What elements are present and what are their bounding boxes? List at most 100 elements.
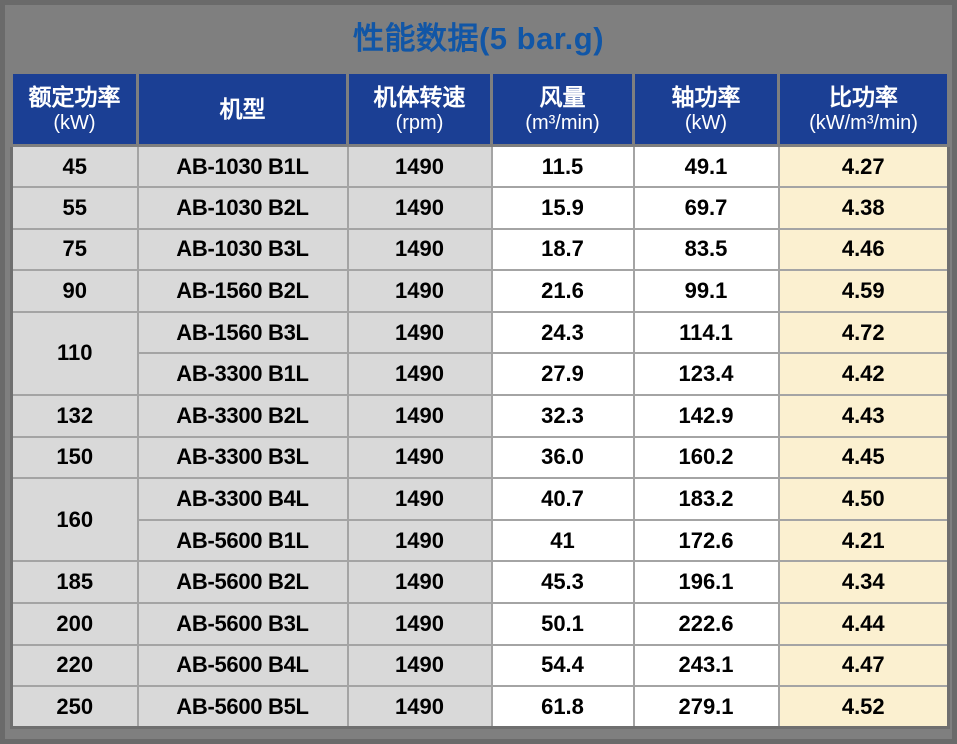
rated-power-cell: 150 bbox=[10, 435, 139, 480]
model-cell: AB-1560 B3L bbox=[136, 310, 349, 355]
table-row: AB-3300 B1L 1490 27.9 123.4 4.42 bbox=[12, 352, 950, 397]
airflow-cell: 54.4 bbox=[490, 643, 635, 688]
header-rated-power-label: 额定功率 bbox=[28, 84, 121, 111]
shaft-power-cell: 83.5 bbox=[632, 227, 780, 272]
table-row: 220 AB-5600 B4L 1490 54.4 243.1 4.47 bbox=[10, 643, 950, 688]
header-specific-power-unit: (kW/m³/min) bbox=[809, 111, 918, 134]
speed-cell: 1490 bbox=[346, 602, 493, 646]
shaft-power-cell: 114.1 bbox=[632, 310, 780, 355]
specific-power-cell: 4.38 bbox=[777, 186, 950, 230]
specific-power-cell: 4.59 bbox=[777, 269, 950, 313]
table-row: 110 AB-1560 B3L 1490 24.3 114.1 4.72 bbox=[10, 310, 950, 397]
specific-power-cell: 4.34 bbox=[777, 560, 950, 605]
speed-cell: 1490 bbox=[346, 186, 493, 230]
rated-power-cell-merged: 160 bbox=[10, 477, 139, 563]
model-cell: AB-5600 B2L bbox=[136, 560, 349, 605]
table-row: 90 AB-1560 B2L 1490 21.6 99.1 4.59 bbox=[10, 269, 950, 313]
model-cell: AB-1030 B1L bbox=[136, 144, 349, 189]
airflow-cell: 50.1 bbox=[490, 602, 635, 646]
airflow-cell: 61.8 bbox=[490, 685, 635, 729]
airflow-cell: 41 bbox=[490, 518, 635, 563]
header-specific-power: 比功率 (kW/m³/min) bbox=[777, 71, 950, 147]
rated-power-cell: 132 bbox=[10, 394, 139, 438]
table-row: 55 AB-1030 B2L 1490 15.9 69.7 4.38 bbox=[10, 186, 950, 230]
shaft-power-cell: 160.2 bbox=[632, 435, 780, 480]
model-cell: AB-1030 B2L bbox=[136, 186, 349, 230]
airflow-cell: 45.3 bbox=[490, 560, 635, 605]
header-shaft-power-label: 轴功率 bbox=[671, 84, 741, 111]
speed-cell: 1490 bbox=[346, 227, 493, 272]
specific-power-cell: 4.46 bbox=[777, 227, 950, 272]
airflow-cell: 27.9 bbox=[490, 352, 635, 397]
speed-cell: 1490 bbox=[346, 144, 493, 189]
header-airflow-label: 风量 bbox=[539, 84, 586, 111]
shaft-power-cell: 49.1 bbox=[632, 144, 780, 189]
speed-cell: 1490 bbox=[346, 477, 493, 521]
model-cell: AB-3300 B4L bbox=[136, 477, 349, 521]
header-model-label: 机型 bbox=[219, 95, 266, 122]
table-row: 200 AB-5600 B3L 1490 50.1 222.6 4.44 bbox=[10, 602, 950, 646]
rated-power-cell: 75 bbox=[10, 227, 139, 272]
specific-power-cell: 4.21 bbox=[777, 518, 950, 563]
specific-power-cell: 4.43 bbox=[777, 394, 950, 438]
header-speed-unit: (rpm) bbox=[395, 111, 444, 134]
table-row: 132 AB-3300 B2L 1490 32.3 142.9 4.43 bbox=[10, 394, 950, 438]
rated-power-cell: 200 bbox=[10, 602, 139, 646]
shaft-power-cell: 183.2 bbox=[632, 477, 780, 521]
model-cell: AB-1560 B2L bbox=[136, 269, 349, 313]
specific-power-cell: 4.52 bbox=[777, 685, 950, 729]
airflow-cell: 40.7 bbox=[490, 477, 635, 521]
header-airflow: 风量 (m³/min) bbox=[490, 71, 635, 147]
specific-power-cell: 4.45 bbox=[777, 435, 950, 480]
airflow-cell: 24.3 bbox=[490, 310, 635, 355]
table-row: 75 AB-1030 B3L 1490 18.7 83.5 4.46 bbox=[10, 227, 950, 272]
model-cell: AB-3300 B3L bbox=[136, 435, 349, 480]
speed-cell: 1490 bbox=[346, 435, 493, 480]
rated-power-cell: 185 bbox=[10, 560, 139, 605]
speed-cell: 1490 bbox=[346, 394, 493, 438]
shaft-power-cell: 279.1 bbox=[632, 685, 780, 729]
airflow-cell: 32.3 bbox=[490, 394, 635, 438]
header-rated-power-unit: (kW) bbox=[53, 111, 96, 134]
model-cell: AB-5600 B3L bbox=[136, 602, 349, 646]
header-specific-power-label: 比功率 bbox=[829, 84, 898, 111]
speed-cell: 1490 bbox=[346, 310, 493, 355]
rated-power-cell: 90 bbox=[10, 269, 139, 313]
rated-power-cell: 55 bbox=[10, 186, 139, 230]
rated-power-cell-merged: 110 bbox=[10, 310, 139, 397]
airflow-cell: 11.5 bbox=[490, 144, 635, 189]
model-cell: AB-5600 B4L bbox=[136, 643, 349, 688]
shaft-power-cell: 123.4 bbox=[632, 352, 780, 397]
airflow-cell: 18.7 bbox=[490, 227, 635, 272]
airflow-cell: 21.6 bbox=[490, 269, 635, 313]
model-cell: AB-3300 B2L bbox=[136, 394, 349, 438]
page-title: 性能数据(5 bar.g) bbox=[352, 21, 605, 56]
speed-cell: 1490 bbox=[346, 269, 493, 313]
specific-power-cell: 4.44 bbox=[777, 602, 950, 646]
model-cell: AB-3300 B1L bbox=[136, 352, 349, 397]
header-speed-label: 机体转速 bbox=[373, 84, 466, 111]
header-shaft-power: 轴功率 (kW) bbox=[632, 71, 780, 147]
shaft-power-cell: 99.1 bbox=[632, 269, 780, 313]
header-rated-power: 额定功率 (kW) bbox=[10, 71, 139, 147]
shaft-power-cell: 69.7 bbox=[632, 186, 780, 230]
speed-cell: 1490 bbox=[346, 643, 493, 688]
shaft-power-cell: 196.1 bbox=[632, 560, 780, 605]
airflow-cell: 36.0 bbox=[490, 435, 635, 480]
specific-power-cell: 4.42 bbox=[777, 352, 950, 397]
speed-cell: 1490 bbox=[346, 518, 493, 563]
model-cell: AB-1030 B3L bbox=[136, 227, 349, 272]
rated-power-cell: 220 bbox=[10, 643, 139, 688]
shaft-power-cell: 142.9 bbox=[632, 394, 780, 438]
specific-power-cell: 4.47 bbox=[777, 643, 950, 688]
table-row: 250 AB-5600 B5L 1490 61.8 279.1 4.52 bbox=[10, 685, 950, 729]
model-cell: AB-5600 B1L bbox=[136, 518, 349, 563]
header-row: 额定功率 (kW) 机型 机体转速 (rpm) 风量 (m³/min) 轴功率 … bbox=[10, 71, 950, 147]
header-model: 机型 bbox=[136, 71, 349, 147]
table-row: 150 AB-3300 B3L 1490 36.0 160.2 4.45 bbox=[10, 435, 950, 480]
table-row: 160 AB-3300 B4L 1490 40.7 183.2 4.50 bbox=[10, 477, 950, 563]
specific-power-cell: 4.72 bbox=[777, 310, 950, 355]
speed-cell: 1490 bbox=[346, 560, 493, 605]
speed-cell: 1490 bbox=[346, 352, 493, 397]
header-shaft-power-unit: (kW) bbox=[684, 111, 728, 134]
